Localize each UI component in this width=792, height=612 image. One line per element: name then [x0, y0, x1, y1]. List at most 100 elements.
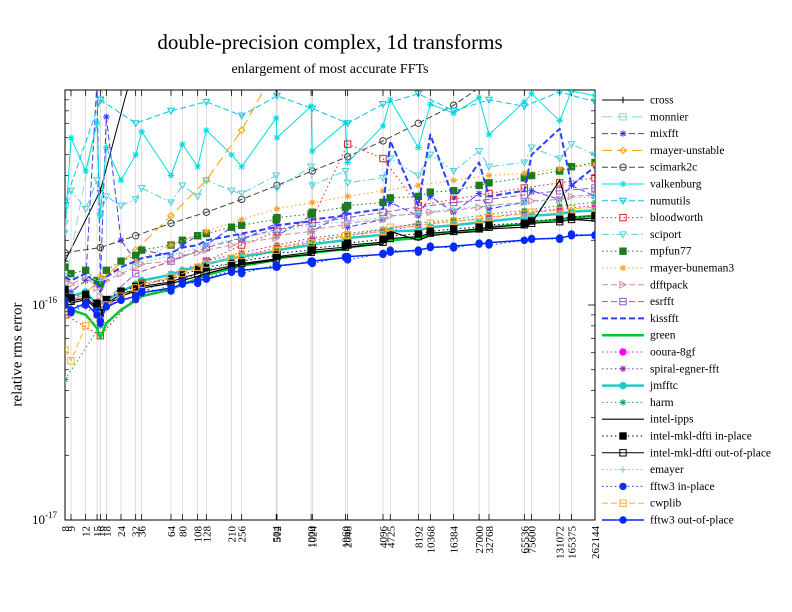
series-bloodworth [65, 140, 595, 340]
x-tick-label: 2048 [343, 526, 355, 549]
legend-label: monnier [650, 111, 688, 123]
axes [64, 89, 596, 521]
legend-item-valkenburg: valkenburg [602, 179, 702, 191]
legend-label: cross [650, 95, 674, 107]
series-fftw3-out-of-place [65, 231, 595, 325]
x-tick-label: 24 [116, 526, 128, 538]
y-tick-label: 10-17 [32, 510, 57, 527]
x-tick-label: 12 [81, 526, 93, 537]
legend-item-kissfft: kissfft [602, 313, 679, 325]
x-tick-label: 64 [166, 526, 178, 538]
x-tick-label: 16 [95, 526, 107, 538]
legend-item-esrfft: esrfft [602, 296, 675, 308]
x-tick-label: 16384 [449, 526, 461, 554]
x-tick-label: 512 [272, 526, 284, 543]
x-tick-label: 131072 [555, 526, 567, 559]
legend-item-cross: cross [602, 95, 674, 107]
x-tick-label: 1024 [307, 526, 319, 549]
chart-subtitle: enlargement of most accurate FFTs [231, 62, 429, 77]
legend-item-intel-ipps: intel-ipps [602, 414, 694, 426]
legend-item-numutils: numutils [602, 195, 691, 207]
legend-label: intel-ipps [650, 414, 694, 426]
x-tick-label: 165375 [567, 526, 579, 560]
legend-label: green [650, 330, 676, 342]
legend-label: bloodworth [650, 212, 703, 224]
x-tick-label: 32768 [484, 526, 496, 554]
legend-label: valkenburg [650, 179, 702, 191]
legend-label: emayer [650, 464, 684, 476]
legend-label: esrfft [650, 296, 675, 308]
gridlines [64, 90, 596, 520]
series-green [65, 214, 595, 340]
x-tick-label: 8192 [413, 526, 425, 548]
legend-item-scimark2c: scimark2c [602, 162, 697, 174]
y-tick-label: 10-16 [32, 295, 57, 312]
x-tick-label: 15 [92, 526, 104, 538]
x-tick-label: 80 [177, 526, 189, 538]
x-tick-label: 262144 [590, 526, 602, 560]
series-valkenburg [65, 90, 595, 235]
series-emayer [65, 193, 595, 284]
legend-label: spiral-egner-fft [650, 363, 720, 375]
series-dfftpack [65, 190, 595, 301]
legend-label: fftw3 out-of-place [650, 515, 734, 527]
legend-label: harm [650, 397, 674, 409]
legend-item-fftw3-out-of-place: fftw3 out-of-place [602, 515, 734, 527]
legend-label: cwplib [650, 498, 682, 510]
legend-label: mixfft [650, 128, 679, 140]
x-tick-label: 128 [201, 526, 213, 543]
legend: cross monnier mixfft rmayer-unstable scimark… [602, 95, 771, 527]
legend-label: ooura-8gf [650, 347, 696, 359]
legend-item-spiral-egner-fft: spiral-egner-fft [602, 363, 720, 375]
legend-item-intel-mkl-dfti-out-of-place: intel-mkl-dfti out-of-place [602, 447, 771, 459]
legend-item-jmfftc: jmfftc [602, 380, 678, 392]
x-tick-label: 4096 [378, 526, 390, 549]
legend-label: dfftpack [650, 279, 688, 291]
x-tick-label: 32 [131, 526, 143, 537]
legend-item-cwplib: cwplib [602, 498, 682, 510]
legend-item-ooura-8gf: ooura-8gf [602, 347, 696, 359]
legend-item-monnier: monnier [602, 111, 688, 123]
x-tick-label: 36 [137, 526, 149, 538]
series-mpfun77 [65, 158, 595, 288]
series-lines [65, 90, 595, 383]
legend-item-mixfft: mixfft [602, 128, 679, 140]
legend-label: rmayer-buneman3 [650, 263, 734, 275]
legend-item-harm: harm [602, 397, 674, 409]
legend-item-dfftpack: dfftpack [602, 279, 688, 291]
series-mixfft [65, 90, 595, 309]
x-tick-label: 1960 [340, 526, 352, 549]
series-sciport [65, 141, 595, 228]
legend-item-rmayer-unstable: rmayer-unstable [602, 145, 725, 157]
series-cwplib [65, 203, 595, 365]
legend-label: mpfun77 [650, 246, 692, 258]
x-tick-label: 8 [60, 526, 72, 532]
x-tick-label: 256 [237, 526, 249, 543]
legend-item-green: green [602, 330, 676, 342]
x-tick-label: 504 [271, 526, 283, 543]
legend-label: rmayer-unstable [650, 145, 725, 157]
legend-label: intel-mkl-dfti out-of-place [650, 447, 771, 459]
x-tick-label: 210 [227, 526, 239, 543]
x-tick-label: 108 [193, 526, 205, 543]
legend-label: intel-mkl-dfti in-place [650, 431, 752, 443]
x-tick-label: 75600 [527, 526, 539, 554]
x-tick-label: 4725 [385, 526, 397, 549]
x-tick-label: 18 [101, 526, 113, 538]
legend-item-fftw3-in-place: fftw3 in-place [602, 481, 715, 493]
legend-label: numutils [650, 195, 691, 207]
x-tick-label: 27000 [474, 526, 486, 554]
series-rmayer-buneman3 [65, 161, 595, 292]
x-tick-label: 65536 [519, 526, 531, 554]
x-tick-label: 9 [66, 526, 78, 532]
legend-label: jmfftc [649, 380, 678, 392]
legend-item-emayer: emayer [602, 464, 684, 476]
legend-item-bloodworth: bloodworth [602, 212, 703, 224]
legend-label: scimark2c [650, 162, 697, 174]
legend-item-intel-mkl-dfti-in-place: intel-mkl-dfti in-place [602, 431, 752, 443]
legend-item-mpfun77: mpfun77 [602, 246, 692, 258]
legend-label: fftw3 in-place [650, 481, 715, 493]
